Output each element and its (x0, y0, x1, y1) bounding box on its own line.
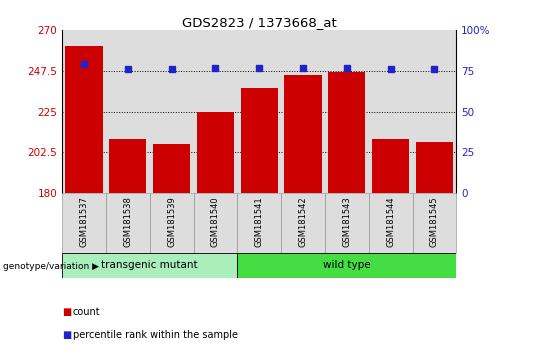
Text: transgenic mutant: transgenic mutant (102, 261, 198, 270)
Text: wild type: wild type (323, 261, 370, 270)
Text: GSM181539: GSM181539 (167, 196, 176, 247)
Bar (281, 193, 325, 253)
Text: GSM181540: GSM181540 (211, 196, 220, 247)
Bar (106, 30, 150, 193)
Text: count: count (73, 307, 100, 316)
Text: GSM181544: GSM181544 (386, 196, 395, 247)
Text: GSM181545: GSM181545 (430, 196, 439, 247)
Text: GSM181541: GSM181541 (255, 196, 264, 247)
Bar (150, 30, 193, 193)
Bar (413, 30, 456, 193)
Bar (241, 88, 278, 193)
Bar (237, 193, 281, 253)
Bar (325, 30, 369, 193)
Text: ■: ■ (62, 330, 71, 339)
Title: GDS2823 / 1373668_at: GDS2823 / 1373668_at (182, 16, 336, 29)
Bar (285, 75, 322, 193)
Text: GSM181537: GSM181537 (79, 196, 89, 247)
Bar (328, 72, 366, 193)
Text: GSM181542: GSM181542 (299, 196, 307, 247)
Bar (193, 193, 237, 253)
Bar (281, 30, 325, 193)
Bar (416, 142, 453, 193)
Text: genotype/variation ▶: genotype/variation ▶ (3, 262, 99, 271)
Text: percentile rank within the sample: percentile rank within the sample (73, 330, 238, 339)
Bar (153, 144, 190, 193)
Bar (369, 193, 413, 253)
Text: GSM181538: GSM181538 (123, 196, 132, 247)
Bar (106, 193, 150, 253)
Bar (369, 30, 413, 193)
Text: ■: ■ (62, 307, 71, 316)
Bar (197, 112, 234, 193)
Bar (62, 30, 106, 193)
Bar (372, 139, 409, 193)
Bar (109, 139, 146, 193)
Bar (237, 30, 281, 193)
Bar (325, 193, 369, 253)
Bar (413, 193, 456, 253)
Text: GSM181543: GSM181543 (342, 196, 352, 247)
Bar (65, 46, 103, 193)
Bar (62, 193, 106, 253)
Bar (62, 253, 237, 278)
Bar (150, 193, 193, 253)
Bar (193, 30, 237, 193)
Bar (237, 253, 456, 278)
